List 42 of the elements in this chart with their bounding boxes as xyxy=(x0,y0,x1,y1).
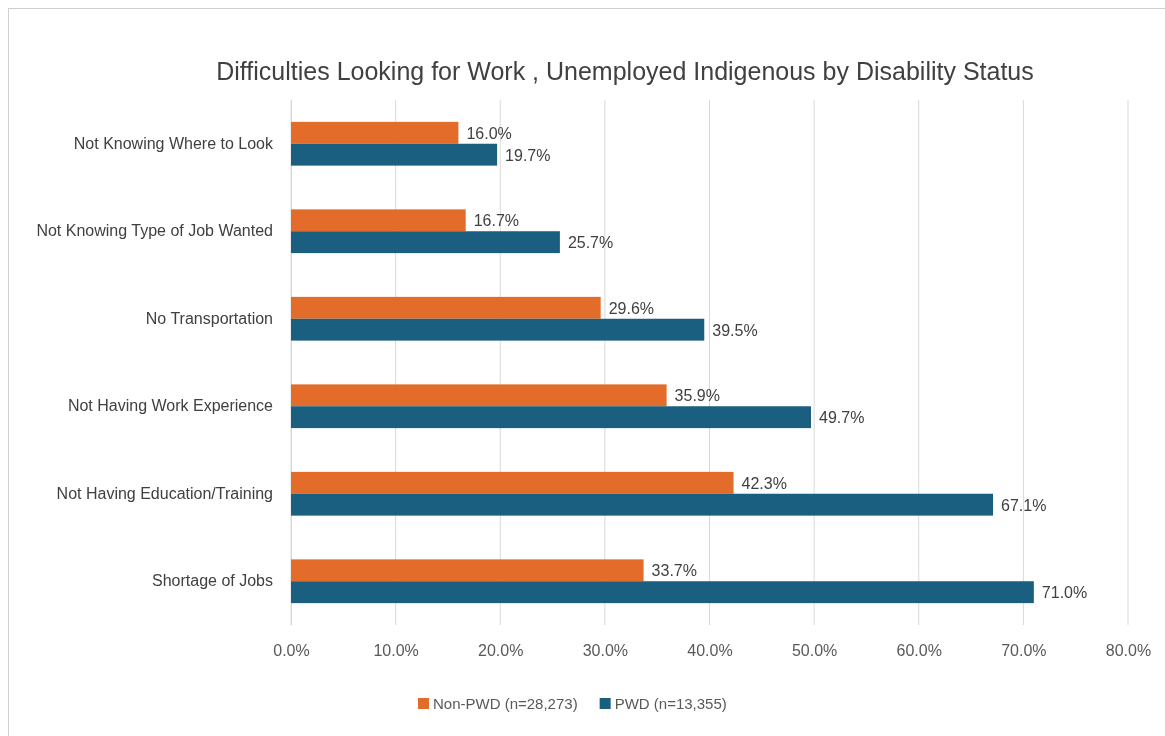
bar xyxy=(291,493,994,516)
bar xyxy=(291,209,466,232)
bar xyxy=(291,143,498,166)
x-tick-label: 10.0% xyxy=(373,642,419,660)
y-tick-label: Shortage of Jobs xyxy=(152,572,273,590)
data-label: 35.9% xyxy=(674,387,720,405)
bar xyxy=(291,296,601,319)
legend-label: Non-PWD (n=28,273) xyxy=(433,695,578,712)
y-tick-label: Not Having Work Experience xyxy=(67,397,274,415)
bar xyxy=(291,121,459,144)
legend-label: PWD (n=13,355) xyxy=(614,695,727,712)
x-tick-label: 60.0% xyxy=(896,642,942,660)
y-tick-label: Not Knowing Where to Look xyxy=(73,134,274,152)
bar xyxy=(291,471,734,494)
y-tick-label: Not Having Education/Training xyxy=(56,484,273,502)
x-tick-label: 50.0% xyxy=(791,642,838,660)
x-tick-label: 40.0% xyxy=(687,642,733,660)
bar xyxy=(291,581,1034,604)
data-label: 67.1% xyxy=(1001,496,1047,514)
data-label: 33.7% xyxy=(651,562,697,580)
data-label: 39.5% xyxy=(712,321,758,339)
chart-title: Difficulties Looking for Work , Unemployed Indigenous by Disability Status xyxy=(216,57,1034,85)
data-label: 25.7% xyxy=(567,234,614,252)
data-label: 16.7% xyxy=(473,212,520,230)
data-label: 16.0% xyxy=(466,124,512,142)
x-tick-label: 80.0% xyxy=(1105,642,1152,660)
data-label: 19.7% xyxy=(505,146,551,164)
x-tick-label: 70.0% xyxy=(1001,642,1047,660)
x-tick-label: 0.0% xyxy=(273,642,310,660)
y-tick-label: Not Knowing Type of Job Wanted xyxy=(36,222,273,240)
bar xyxy=(291,406,811,429)
bar xyxy=(291,559,644,582)
x-tick-label: 20.0% xyxy=(478,642,524,660)
bar xyxy=(291,231,560,254)
data-label: 42.3% xyxy=(741,474,787,492)
bar xyxy=(291,318,705,341)
data-label: 49.7% xyxy=(818,409,865,427)
x-tick-label: 30.0% xyxy=(582,642,629,660)
data-label: 29.6% xyxy=(608,299,655,317)
y-tick-label: No Transportation xyxy=(145,309,273,327)
bar xyxy=(291,384,667,407)
data-label: 71.0% xyxy=(1041,584,1088,602)
